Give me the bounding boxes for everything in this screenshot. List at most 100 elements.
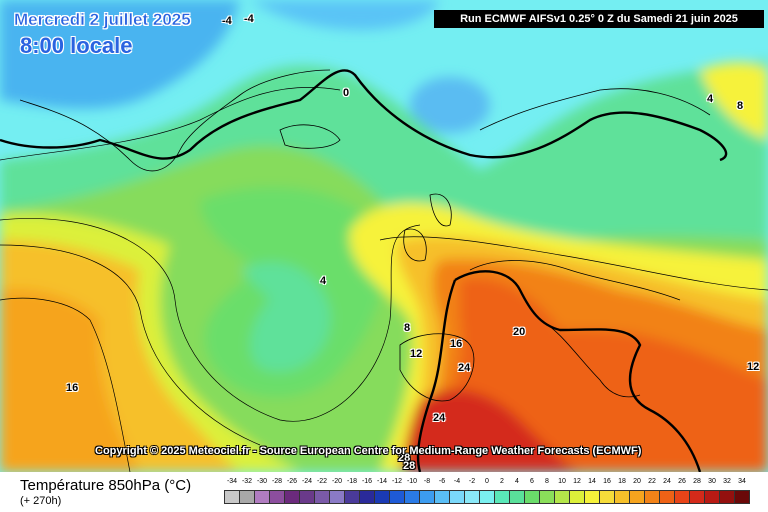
scale-tick-label: -32 [241,478,253,485]
scale-swatch [509,490,525,504]
scale-tick-label: -16 [361,478,373,485]
scale-tick-label: -30 [256,478,268,485]
scale-swatch [434,490,450,504]
scale-swatch [314,490,330,504]
scale-tick-label: 20 [633,478,641,485]
scale-swatch [329,490,345,504]
scale-swatch [719,490,735,504]
scale-swatch [449,490,465,504]
isotherm-label: 12 [410,348,423,360]
scale-tick-label: -8 [423,478,431,485]
isotherm-label: 12 [747,361,760,373]
scale-tick-label: 14 [588,478,596,485]
scale-swatch [284,490,300,504]
scale-swatch [539,490,555,504]
isotherm-label: 8 [737,100,744,112]
temperature-map [0,0,768,472]
scale-swatch [269,490,285,504]
isotherm-label: -4 [222,15,232,27]
warm-northeast [700,62,768,140]
scale-swatch [674,490,690,504]
isotherm-label: 28 [403,460,416,472]
scale-swatch [584,490,600,504]
run-info: Run ECMWF AIFSv1 0.25° 0 Z du Samedi 21 … [434,10,764,28]
coastlines [19,69,711,402]
scale-swatch [479,490,495,504]
scale-tick-label: 34 [738,478,746,485]
cold-zone-north [250,0,440,30]
trough-core [240,262,331,372]
scale-swatch [344,490,360,504]
scale-tick-label: 32 [723,478,731,485]
forecast-time: 8:00 locale [20,33,133,58]
hot-core-deep [400,389,580,472]
scale-swatch [629,490,645,504]
scale-tick-label: 0 [485,478,489,485]
isotherm-label: 4 [320,275,327,287]
isotherm-label: 24 [433,412,446,424]
isotherm-label: 16 [66,382,79,394]
isotherms [0,87,768,472]
scale-swatch [404,490,420,504]
scale-swatch [614,490,630,504]
lead-time: (+ 270h) [20,495,62,507]
parameter-title: Température 850hPa (°C) [20,477,192,494]
isotherm-label: 8 [404,322,411,334]
cold-zone-west [0,0,240,109]
copyright-text: Copyright © 2025 Meteociel.fr - Source E… [95,445,642,457]
scale-tick-label: 22 [648,478,656,485]
scale-tick-label: 4 [515,478,519,485]
scale-tick-label: -34 [226,478,238,485]
isotherm-label: 4 [707,93,714,105]
scale-swatch [464,490,480,504]
scale-tick-label: -18 [346,478,358,485]
scale-swatch [599,490,615,504]
scale-swatch [644,490,660,504]
scale-swatch [734,490,750,504]
scale-tick-label: 10 [558,478,566,485]
scale-tick-label: -12 [391,478,403,485]
isotherm-label: 0 [343,87,350,99]
scale-tick-label: -24 [301,478,313,485]
cold-pool-atlantic [410,77,490,133]
scale-tick-label: 18 [618,478,626,485]
scale-tick-label: 30 [708,478,716,485]
forecast-date: Mercredi 2 juillet 2025 [14,10,191,29]
bold-isotherms [0,69,728,472]
isotherm-label: 24 [458,362,471,374]
scale-tick-label: 12 [573,478,581,485]
scale-tick-label: 28 [693,478,701,485]
scale-tick-label: 8 [545,478,549,485]
scale-tick-label: -14 [376,478,388,485]
scale-tick-label: -28 [271,478,283,485]
scale-swatch [374,490,390,504]
scale-tick-label: 24 [663,478,671,485]
scale-swatch [389,490,405,504]
scale-tick-label: -2 [468,478,476,485]
isotherm-label: 16 [450,338,463,350]
scale-tick-label: -26 [286,478,298,485]
warm-west-deep [0,289,140,472]
isotherm-label: 28 [398,452,411,464]
isotherm-label: -4 [244,13,254,25]
scale-tick-label: 6 [530,478,534,485]
scale-swatch [299,490,315,504]
scale-tick-label: -4 [453,478,461,485]
scale-swatch [554,490,570,504]
scale-swatch [419,490,435,504]
scale-swatch [689,490,705,504]
scale-swatch [704,490,720,504]
scale-swatch [254,490,270,504]
scale-swatch [359,490,375,504]
scale-tick-label: 2 [500,478,504,485]
isotherm-label: 20 [513,326,526,338]
scale-swatch [569,490,585,504]
scale-tick-label: 26 [678,478,686,485]
scale-swatch [659,490,675,504]
scale-swatch [494,490,510,504]
scale-tick-label: -22 [316,478,328,485]
scale-swatch [224,490,240,504]
color-scale: -34 -32 -30 -28 -26 -24 -22 -20 -18 -16 -14 -12 -10-… [224,478,752,508]
scale-tick-label: -10 [406,478,418,485]
